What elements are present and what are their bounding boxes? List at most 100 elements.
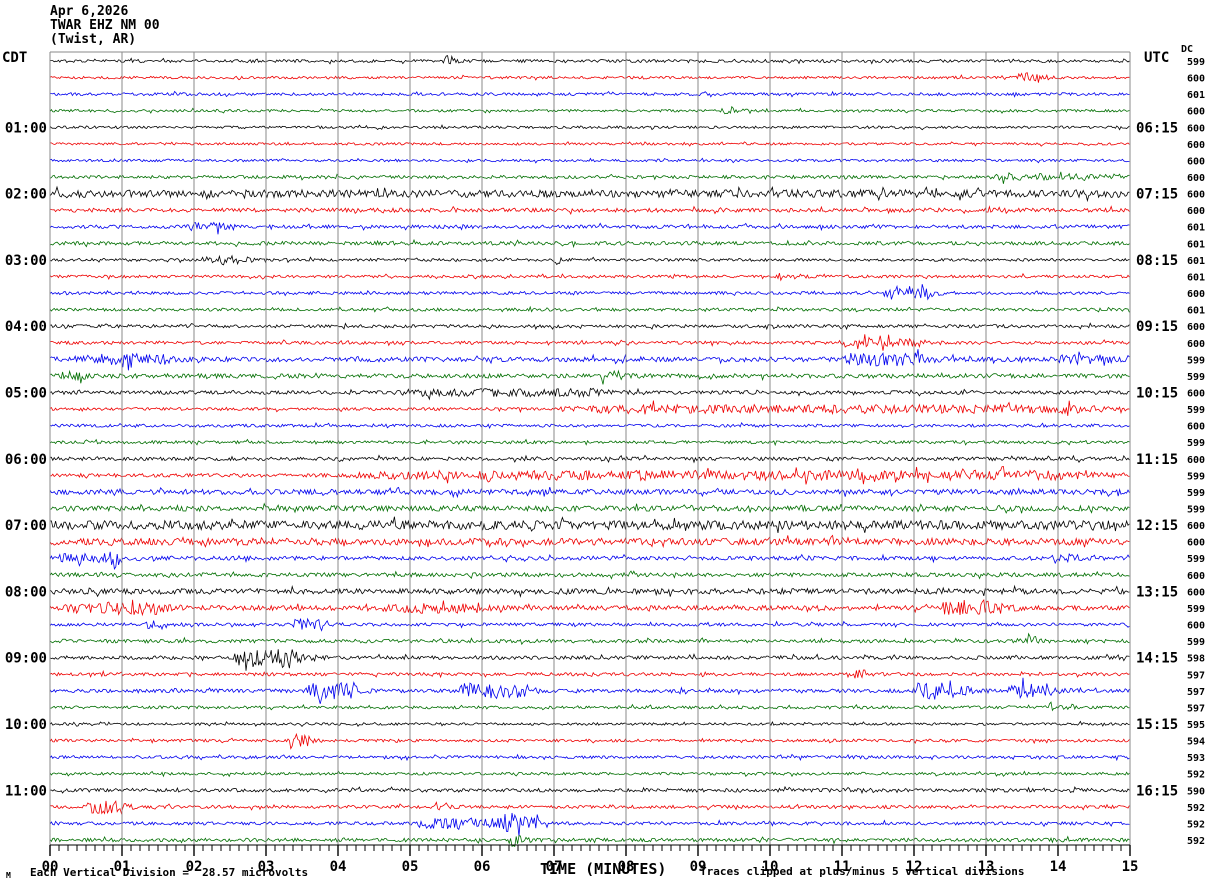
x-tick-label: 03 (258, 859, 275, 875)
dc-value: 599 (1187, 405, 1205, 416)
trace-row (49, 785, 1130, 795)
corner-mark: M (6, 871, 11, 880)
clip-note: Traces clipped at plus/minus 5 vertical … (700, 865, 1025, 878)
dc-value: 600 (1187, 388, 1205, 399)
trace-row (50, 466, 1130, 485)
dc-value: 600 (1187, 422, 1205, 433)
trace-row (49, 720, 1130, 728)
dc-value: 601 (1187, 223, 1205, 234)
trace-row (49, 72, 1130, 83)
dc-value: 597 (1187, 703, 1205, 714)
dc-value: 600 (1187, 123, 1205, 134)
trace-row (49, 502, 1130, 514)
dc-value: 592 (1187, 836, 1205, 847)
x-tick-label: 13 (978, 859, 995, 875)
trace-row (49, 334, 1130, 351)
trace-row (49, 551, 1130, 570)
hour-label-cdt: 06:00 (5, 452, 47, 468)
dc-value: 600 (1187, 339, 1205, 350)
dc-value: 600 (1187, 173, 1205, 184)
dc-value: 597 (1187, 670, 1205, 681)
trace-row (50, 701, 1130, 712)
dc-value: 601 (1187, 256, 1205, 267)
trace-row (49, 486, 1130, 499)
left-timezone-label: CDT (2, 50, 28, 66)
trace-row (49, 221, 1130, 235)
header-station: TWAR EHZ NM 00 (50, 18, 160, 33)
trace-row (49, 171, 1130, 184)
trace-row (49, 454, 1130, 464)
trace-row (49, 400, 1130, 416)
trace-row (49, 421, 1130, 430)
trace-row (49, 570, 1130, 580)
dc-value: 601 (1187, 239, 1205, 250)
x-tick-label: 14 (1050, 859, 1067, 875)
x-tick-label: 07 (546, 859, 563, 875)
hour-label-utc: 06:15 (1136, 120, 1178, 136)
dc-value: 600 (1187, 587, 1205, 598)
trace-row (49, 669, 1130, 679)
x-tick-label: 09 (690, 859, 707, 875)
dc-value: 592 (1187, 819, 1205, 830)
trace-row (49, 105, 1130, 115)
header-location: (Twist, AR) (50, 32, 137, 47)
dc-value: 600 (1187, 455, 1205, 466)
hour-label-utc: 11:15 (1136, 452, 1178, 468)
dc-value: 594 (1187, 737, 1205, 748)
hour-label-utc: 13:15 (1136, 584, 1178, 600)
trace-row (49, 205, 1130, 215)
dc-value: 599 (1187, 372, 1205, 383)
hour-label-utc: 07:15 (1136, 187, 1178, 203)
trace-row (49, 584, 1130, 598)
hour-label-utc: 09:15 (1136, 319, 1178, 335)
x-tick-label: 12 (906, 859, 923, 875)
vertical-division-note: Each Vertical Division = 28.57 microvolt… (30, 866, 309, 879)
dc-value: 599 (1187, 438, 1205, 449)
hour-label-cdt: 03:00 (5, 253, 47, 269)
dc-value: 600 (1187, 107, 1205, 118)
trace-row (50, 141, 1130, 147)
dc-value: 601 (1187, 306, 1205, 317)
x-tick-label: 01 (114, 859, 131, 875)
dc-value: 600 (1187, 190, 1205, 201)
x-tick-label: 00 (42, 859, 59, 875)
trace-row (49, 677, 1130, 704)
trace-row (49, 632, 1130, 646)
dc-column-header: DC (1181, 44, 1194, 55)
trace-row (49, 349, 1130, 371)
hour-label-cdt: 11:00 (5, 783, 47, 799)
dc-value: 600 (1187, 521, 1205, 532)
hour-label-utc: 10:15 (1136, 385, 1178, 401)
hour-label-utc: 14:15 (1136, 651, 1178, 667)
hour-label-cdt: 05:00 (5, 385, 47, 401)
hour-label-utc: 16:15 (1136, 783, 1178, 799)
dc-value: 593 (1187, 753, 1205, 764)
trace-row (49, 284, 1130, 301)
trace-row (49, 157, 1130, 164)
dc-value: 599 (1187, 355, 1205, 366)
x-tick-label: 10 (762, 859, 779, 875)
trace-row (49, 387, 1130, 401)
trace-row (49, 800, 1130, 815)
dc-value: 592 (1187, 803, 1205, 814)
x-tick-label: 08 (618, 859, 635, 875)
hour-label-cdt: 08:00 (5, 584, 47, 600)
trace-row (49, 305, 1130, 313)
dc-value: 598 (1187, 654, 1205, 665)
trace-row (49, 238, 1130, 249)
trace-row (49, 516, 1130, 533)
dc-value: 601 (1187, 272, 1205, 283)
dc-value: 599 (1187, 57, 1205, 68)
trace-row (49, 599, 1130, 617)
hour-label-cdt: 09:00 (5, 651, 47, 667)
trace-row (49, 90, 1130, 98)
trace-row (49, 534, 1130, 549)
trace-row (49, 438, 1130, 447)
trace-row (49, 649, 1130, 671)
trace-row (49, 254, 1130, 266)
dc-value: 599 (1187, 505, 1205, 516)
x-tick-label: 15 (1122, 859, 1139, 875)
trace-row (49, 54, 1130, 65)
